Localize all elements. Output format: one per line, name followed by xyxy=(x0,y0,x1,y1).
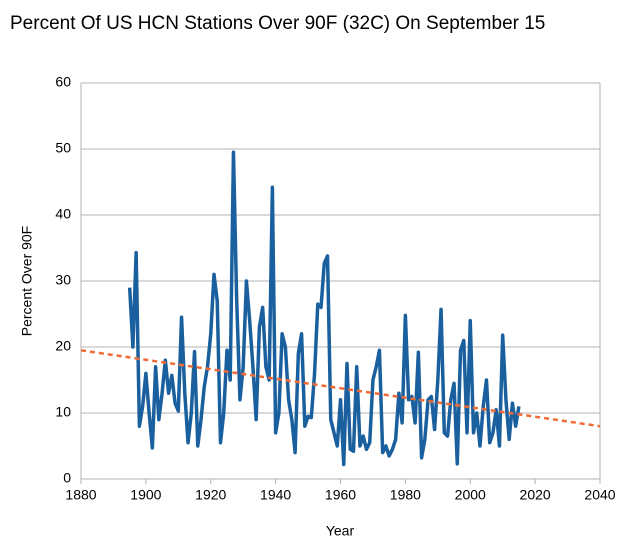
y-tick-label: 30 xyxy=(55,272,71,288)
y-axis-label: Percent Over 90F xyxy=(19,226,35,337)
trend-line xyxy=(80,349,601,428)
y-tick-label: 0 xyxy=(63,470,71,486)
x-axis-label: Year xyxy=(326,523,355,539)
x-tick-label: 2000 xyxy=(455,487,486,503)
x-tick-label: 2040 xyxy=(584,487,615,503)
x-tick-label: 1960 xyxy=(325,487,356,503)
x-tick-label: 1980 xyxy=(390,487,421,503)
chart-title: Percent Of US HCN Stations Over 90F (32C… xyxy=(10,13,545,34)
x-tick-label: 1880 xyxy=(65,487,96,503)
y-tick-label: 10 xyxy=(55,404,71,420)
y-tick-label: 60 xyxy=(55,74,71,90)
x-tick-label: 2020 xyxy=(520,487,551,503)
data-line xyxy=(127,150,521,467)
y-tick-label: 20 xyxy=(55,338,71,354)
x-tick-label: 1900 xyxy=(130,487,161,503)
x-tick-label: 1920 xyxy=(195,487,226,503)
y-tick-label: 50 xyxy=(55,140,71,156)
y-tick-label: 40 xyxy=(55,206,71,222)
x-tick-label: 1940 xyxy=(260,487,291,503)
